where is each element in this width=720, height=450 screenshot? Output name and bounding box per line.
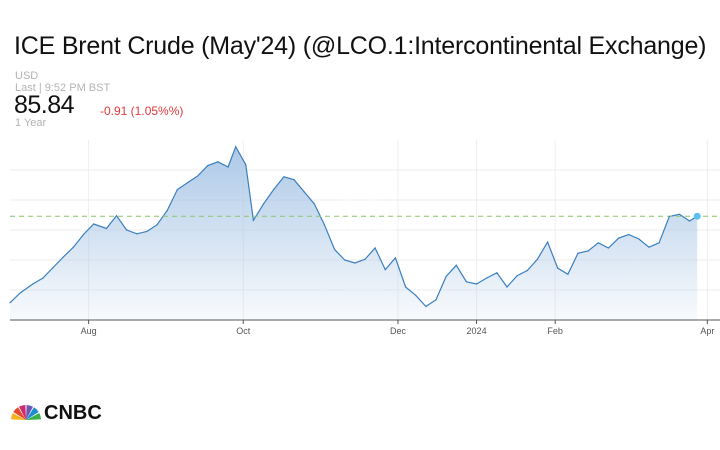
price-point <box>32 283 34 285</box>
price-point <box>678 213 681 215</box>
price-change: -0.91 (1.05%%) <box>100 104 184 118</box>
price-point <box>587 250 589 252</box>
price-point <box>597 242 599 244</box>
price-point <box>136 233 138 235</box>
price-point <box>313 203 315 205</box>
last-price: 85.84 <box>14 91 75 119</box>
x-tick-label: Dec <box>390 326 407 336</box>
price-point <box>166 209 168 212</box>
price-point <box>62 256 64 258</box>
peacock-feather <box>26 413 41 420</box>
price-point <box>273 188 275 191</box>
period-label: 1 Year <box>15 117 47 129</box>
price-point <box>197 175 199 177</box>
peacock-feather <box>26 407 39 420</box>
price-point <box>405 286 407 288</box>
price-point <box>567 273 569 275</box>
x-tick-label: Aug <box>81 326 97 336</box>
price-point <box>72 246 74 248</box>
price-point <box>547 241 549 243</box>
price-point <box>227 166 229 168</box>
last-price-marker <box>693 212 701 220</box>
x-tick-label: Feb <box>547 326 563 336</box>
price-point <box>618 237 620 239</box>
price-point <box>445 275 447 278</box>
price-point <box>235 146 237 148</box>
price-point <box>245 164 247 166</box>
price-point <box>425 305 427 308</box>
price-point <box>263 203 265 205</box>
price-point <box>323 224 325 226</box>
last-update-label: Last | 9:52 PM BST <box>15 82 111 94</box>
peacock-feather <box>11 413 26 420</box>
price-point <box>526 269 528 272</box>
price-point <box>354 262 356 264</box>
price-point <box>516 275 518 277</box>
price-point <box>283 176 285 178</box>
price-point <box>42 277 44 279</box>
x-tick-label: Apr <box>700 326 714 336</box>
price-point <box>156 224 158 226</box>
price-point <box>93 223 95 225</box>
price-point <box>455 264 457 266</box>
price-point <box>476 283 478 285</box>
price-point <box>557 267 559 269</box>
peacock-feather <box>26 405 33 420</box>
price-point <box>435 299 437 301</box>
price-point <box>648 246 650 248</box>
price-point <box>344 259 346 261</box>
price-point <box>394 257 396 259</box>
peacock-icon <box>11 405 41 420</box>
price-point <box>252 219 254 221</box>
price-point <box>105 227 107 230</box>
x-tick-label: 2024 <box>467 326 487 336</box>
price-point <box>207 164 209 167</box>
price-point <box>536 258 539 260</box>
price-point <box>293 179 295 181</box>
price-point <box>364 258 366 260</box>
price-point <box>689 220 691 222</box>
price-point <box>415 294 417 296</box>
price-point <box>115 215 118 217</box>
price-point <box>384 269 386 271</box>
price-point <box>658 242 660 244</box>
x-tick-label: Oct <box>236 326 251 336</box>
currency-label: USD <box>15 70 39 82</box>
price-point <box>303 191 305 193</box>
x-axis-ticks: Aug Oct Dec 2024 Feb Apr <box>81 320 714 336</box>
price-point <box>186 182 189 184</box>
price-point <box>506 286 508 288</box>
price-point <box>486 277 488 279</box>
price-point <box>628 233 630 236</box>
price-area <box>10 146 698 320</box>
peacock-feather <box>13 407 26 420</box>
page-title: ICE Brent Crude (May'24) (@LCO.1:Interco… <box>14 32 707 60</box>
price-point <box>217 161 219 163</box>
price-point <box>146 230 148 233</box>
price-point <box>52 266 54 269</box>
price-point <box>496 272 498 274</box>
cnbc-logo: CNBC <box>11 402 102 424</box>
price-point <box>577 252 579 254</box>
price-point <box>334 248 336 251</box>
price-point <box>607 247 610 249</box>
brand-name: CNBC <box>44 402 102 424</box>
price-point <box>126 229 128 231</box>
price-point <box>465 281 467 283</box>
price-point <box>82 233 85 236</box>
price-point <box>374 247 376 249</box>
price-point <box>638 238 640 240</box>
price-point <box>668 215 670 218</box>
price-point <box>9 302 11 304</box>
peacock-feather <box>19 405 26 420</box>
price-point <box>19 292 21 294</box>
price-point <box>176 188 178 191</box>
